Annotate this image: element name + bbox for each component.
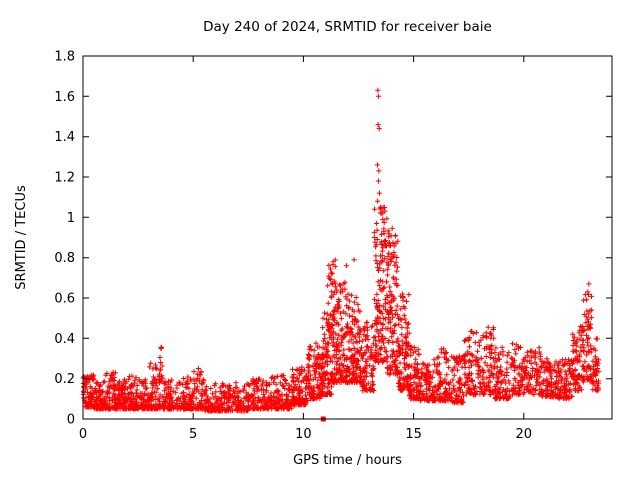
y-tick-label: 1.6 [54, 90, 75, 105]
chart-title: Day 240 of 2024, SRMTID for receiver bai… [203, 19, 492, 35]
y-tick-label: 1.2 [54, 171, 75, 186]
x-tick-label: 5 [189, 427, 197, 442]
x-tick-label: 0 [79, 427, 87, 442]
x-tick-label: 10 [295, 427, 312, 442]
x-tick-label: 20 [516, 427, 533, 442]
y-tick-label: 1 [67, 211, 75, 226]
axis-ticks [82, 55, 612, 420]
x-tick-label: 15 [405, 427, 422, 442]
y-tick-label: 1.4 [54, 130, 75, 145]
y-tick-label: 1.8 [54, 50, 75, 65]
y-tick-label: 0.6 [54, 292, 75, 307]
x-axis-label: GPS time / hours [293, 453, 402, 468]
y-tick-label: 0 [67, 413, 75, 428]
y-tick-label: 0.4 [54, 332, 75, 347]
y-tick-label: 0.2 [54, 372, 75, 387]
plot-border [82, 55, 613, 420]
y-tick-label: 0.8 [54, 251, 75, 266]
y-axis-label: SRMTID / TECUs [14, 185, 29, 290]
